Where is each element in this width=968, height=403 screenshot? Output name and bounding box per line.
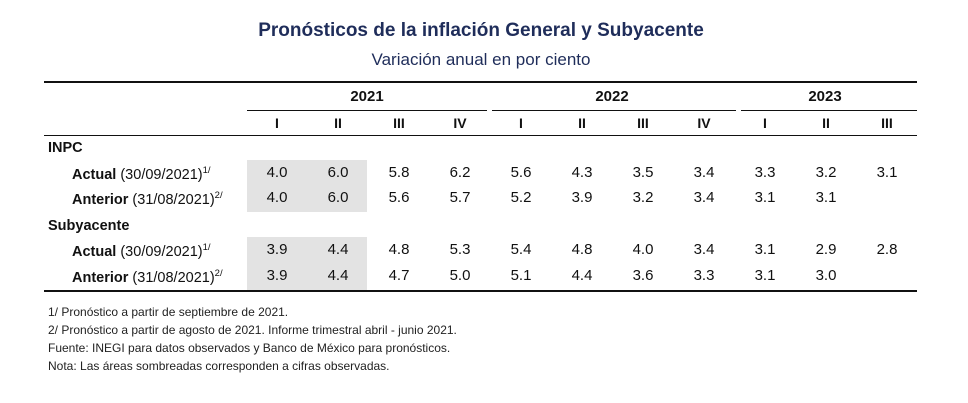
year-underline-2021	[247, 110, 487, 111]
table-cell: 4.4	[327, 241, 349, 258]
table-cell: 3.9	[266, 241, 288, 258]
table-cell: 5.7	[449, 189, 471, 206]
table-cell: 3.9	[266, 267, 288, 284]
row-label-name: Anterior	[72, 270, 129, 286]
row-label-name: Actual	[72, 167, 117, 183]
table-cell: 5.6	[510, 164, 532, 181]
table-cell: 6.0	[327, 164, 349, 181]
quarter-header: IV	[697, 115, 711, 131]
row-label: Actual (30/09/2021)1/	[72, 165, 211, 183]
table-cell: 3.3	[754, 164, 776, 181]
table-cell: 6.2	[449, 164, 471, 181]
quarter-header: I	[519, 115, 523, 131]
bottom-rule	[44, 290, 917, 292]
table-cell: 4.4	[571, 267, 593, 284]
table-cell: 3.0	[815, 267, 837, 284]
table-cell: 5.8	[388, 164, 410, 181]
table-cell: 3.2	[815, 164, 837, 181]
table-cell: 4.4	[327, 267, 349, 284]
section-label: Subyacente	[48, 218, 130, 234]
table-cell: 4.0	[266, 164, 288, 181]
row-label: Actual (30/09/2021)1/	[72, 242, 211, 260]
quarter-header: III	[637, 115, 649, 131]
quarter-header: III	[393, 115, 405, 131]
table-cell: 3.4	[693, 241, 715, 258]
table-cell: 3.1	[754, 267, 776, 284]
table-cell: 3.1	[754, 189, 776, 206]
table-cell: 6.0	[327, 189, 349, 206]
table-cell: 4.0	[632, 241, 654, 258]
table-cell: 5.1	[510, 267, 532, 284]
table-subtitle: Variación anual en por ciento	[371, 50, 591, 69]
table-cell: 3.4	[693, 189, 715, 206]
row-label-date: (30/09/2021)	[116, 167, 203, 183]
year-header: 2021	[350, 88, 384, 105]
top-rule	[44, 81, 917, 83]
table-cell: 5.0	[449, 267, 471, 284]
row-label: Anterior (31/08/2021)2/	[72, 268, 223, 286]
table-cell: 4.8	[571, 241, 593, 258]
row-label-name: Anterior	[72, 192, 129, 208]
table-cell: 5.6	[388, 189, 410, 206]
table-title: Pronósticos de la inflación General y Su…	[258, 20, 704, 41]
footnote: 2/ Pronóstico a partir de agosto de 2021…	[48, 323, 457, 337]
row-label-name: Actual	[72, 244, 117, 260]
quarter-header: III	[881, 115, 893, 131]
observed-shade-subyacente	[247, 237, 367, 290]
footnote: Nota: Las áreas sombreadas corresponden …	[48, 359, 390, 373]
row-label: Anterior (31/08/2021)2/	[72, 190, 223, 208]
table-cell: 3.6	[632, 267, 654, 284]
table-cell: 2.8	[876, 241, 898, 258]
table-cell: 3.5	[632, 164, 654, 181]
table-cell: 3.4	[693, 164, 715, 181]
row-label-date: (31/08/2021)	[128, 192, 215, 208]
quarter-header: II	[334, 115, 342, 131]
row-label-footnote: 2/	[214, 268, 223, 279]
table-cell: 2.9	[815, 241, 837, 258]
table-cell: 3.1	[754, 241, 776, 258]
table-cell: 3.1	[815, 189, 837, 206]
year-header: 2023	[808, 88, 842, 105]
table-cell: 5.3	[449, 241, 471, 258]
year-underline-2022	[492, 110, 736, 111]
year-underline-2023	[741, 110, 917, 111]
table-cell: 3.9	[571, 189, 593, 206]
quarter-header: I	[763, 115, 767, 131]
footnote: Fuente: INEGI para datos observados y Ba…	[48, 341, 451, 355]
row-label-footnote: 1/	[202, 165, 211, 176]
table-cell: 4.7	[388, 267, 410, 284]
table-cell: 3.2	[632, 189, 654, 206]
row-label-date: (31/08/2021)	[128, 270, 215, 286]
quarter-header: IV	[453, 115, 467, 131]
row-label-footnote: 2/	[214, 190, 223, 201]
table-cell: 5.4	[510, 241, 532, 258]
table-cell: 5.2	[510, 189, 532, 206]
row-label-footnote: 1/	[202, 242, 211, 253]
quarter-header: I	[275, 115, 279, 131]
header-rule	[44, 135, 917, 136]
quarter-header: II	[822, 115, 830, 131]
section-label: INPC	[48, 140, 83, 156]
table-cell: 3.1	[876, 164, 898, 181]
footnote: 1/ Pronóstico a partir de septiembre de …	[48, 305, 289, 319]
year-header: 2022	[595, 88, 629, 105]
table-cell: 4.8	[388, 241, 410, 258]
row-label-date: (30/09/2021)	[116, 244, 203, 260]
quarter-header: II	[578, 115, 586, 131]
table-cell: 4.0	[266, 189, 288, 206]
table-cell: 4.3	[571, 164, 593, 181]
observed-shade-inpc	[247, 160, 367, 212]
table-cell: 3.3	[693, 267, 715, 284]
